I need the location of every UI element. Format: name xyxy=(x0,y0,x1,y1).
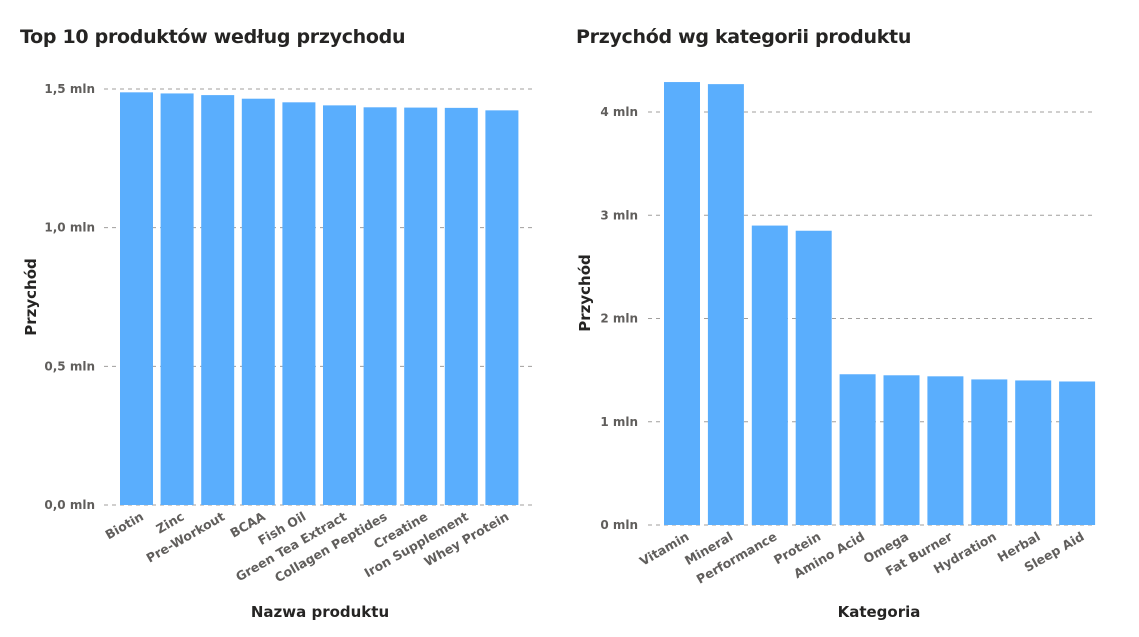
bar[interactable] xyxy=(707,84,744,525)
y-axis-title: Przychód xyxy=(576,254,594,332)
y-axis-title: Przychód xyxy=(22,258,40,336)
bar[interactable] xyxy=(241,98,275,505)
bar[interactable] xyxy=(201,95,235,506)
bar[interactable] xyxy=(971,379,1008,525)
bar[interactable] xyxy=(485,110,519,505)
bar[interactable] xyxy=(927,376,964,525)
y-tick-label: 4 mln xyxy=(600,105,638,119)
x-tick-label: Vitamin xyxy=(637,529,692,569)
bar[interactable] xyxy=(751,225,788,525)
y-tick-label: 1,5 mln xyxy=(44,82,95,96)
bar[interactable] xyxy=(404,107,438,506)
x-axis-title: Nazwa produktu xyxy=(251,603,389,621)
chart-title: Przychód wg kategorii produktu xyxy=(576,26,912,48)
x-axis-title: Kategoria xyxy=(838,603,921,621)
x-tick-label: Biotin xyxy=(103,509,146,543)
bar[interactable] xyxy=(282,102,316,505)
bar[interactable] xyxy=(839,374,876,525)
y-tick-label: 2 mln xyxy=(600,312,638,326)
bar[interactable] xyxy=(883,375,920,525)
chart-title: Top 10 produktów według przychodu xyxy=(20,26,406,48)
chart-panel-top-products: Top 10 produktów według przychodu 0,0 ml… xyxy=(0,0,555,637)
bar[interactable] xyxy=(1015,380,1052,525)
bar[interactable] xyxy=(160,93,194,506)
x-tick-label: Pre-Workout xyxy=(144,509,228,566)
bar[interactable] xyxy=(363,107,397,505)
y-tick-label: 3 mln xyxy=(600,208,638,222)
bar[interactable] xyxy=(664,82,700,526)
bar[interactable] xyxy=(795,230,832,526)
y-tick-label: 0,0 mln xyxy=(44,498,95,512)
bar[interactable] xyxy=(1059,381,1096,525)
chart-panel-categories: Przychód wg kategorii produktu 0 mln 1 ml… xyxy=(556,0,1139,637)
y-tick-label: 0,5 mln xyxy=(44,359,95,373)
y-tick-label: 1 mln xyxy=(600,415,638,429)
bar[interactable] xyxy=(120,92,153,505)
bar[interactable] xyxy=(444,107,478,505)
bar[interactable] xyxy=(323,105,356,505)
y-tick-label: 0 mln xyxy=(600,518,638,532)
y-tick-label: 1,0 mln xyxy=(44,221,95,235)
